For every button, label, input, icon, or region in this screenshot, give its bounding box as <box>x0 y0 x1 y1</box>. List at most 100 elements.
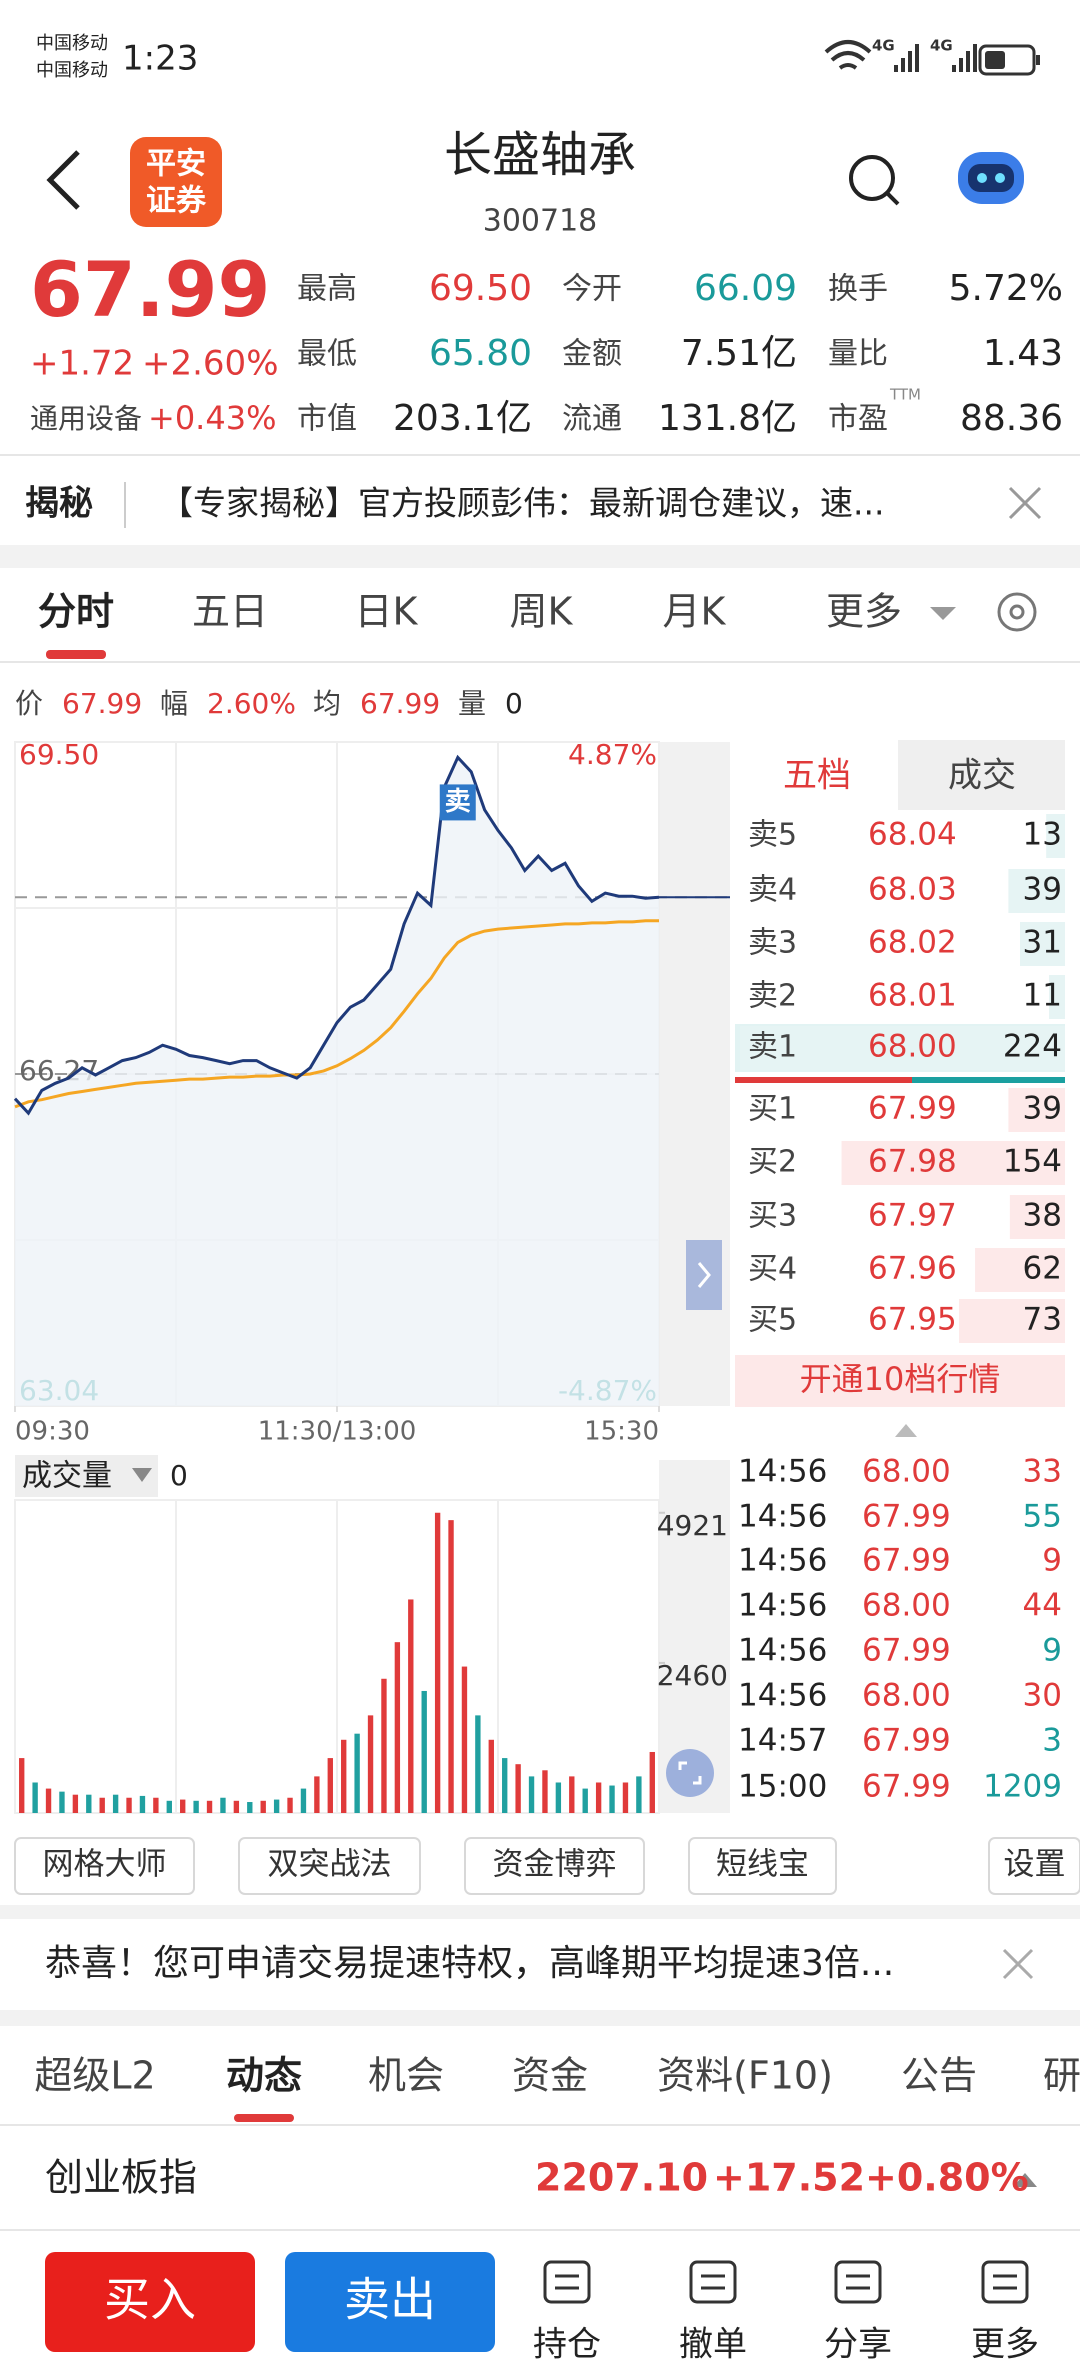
section-tab[interactable]: 公告 <box>901 2054 977 2098</box>
scroll-up-icon[interactable] <box>895 1424 917 1437</box>
robot-button[interactable] <box>958 152 1024 204</box>
section-tab[interactable]: 研 <box>1043 2054 1080 2098</box>
volume-bar <box>45 1788 52 1813</box>
tab-indicator <box>234 2114 294 2122</box>
network-type: 4G <box>872 37 895 55</box>
sell-label: 卖出 <box>344 2273 436 2327</box>
back-button[interactable] <box>46 150 80 210</box>
chart-tab[interactable]: 分时 <box>38 590 114 634</box>
info-label: 量 <box>458 687 486 720</box>
banner-text[interactable]: 【专家揭秘】官方投顾彭伟：最新调仓建议，速... <box>160 484 884 523</box>
trade-price: 68.00 <box>862 1588 951 1624</box>
info-value: 67.99 <box>62 687 142 720</box>
chart-tab[interactable]: 周K <box>510 590 574 634</box>
signal-bar <box>959 58 963 72</box>
order-volume: 13 <box>1023 817 1062 853</box>
info-label: 价 <box>15 687 43 720</box>
robot-eye <box>977 173 987 183</box>
volume-bar <box>622 1782 629 1813</box>
order-volume: 154 <box>1003 1144 1062 1180</box>
section-tab[interactable]: 超级L2 <box>34 2054 155 2098</box>
sell-button[interactable] <box>285 2252 495 2352</box>
volume-value: 0 <box>170 1459 188 1492</box>
volume-bar <box>32 1782 38 1813</box>
action-label[interactable]: 分享 <box>824 2325 892 2365</box>
action-icon-lines <box>993 2274 1017 2290</box>
signal-bar <box>908 51 912 72</box>
stat-value: 7.51亿 <box>681 333 797 374</box>
volume-bar <box>166 1800 172 1813</box>
expand-icon[interactable] <box>1013 2173 1037 2187</box>
action-label[interactable]: 撤单 <box>679 2325 747 2365</box>
volume-bar <box>636 1776 642 1813</box>
trade-price: 68.00 <box>862 1454 951 1490</box>
section-tab[interactable]: 机会 <box>368 2054 444 2098</box>
expand-panel-button[interactable] <box>686 1240 722 1310</box>
tool-button[interactable] <box>688 1837 837 1895</box>
tool-button[interactable] <box>238 1837 421 1895</box>
action-icon-lines <box>846 2274 870 2290</box>
volume-bar <box>139 1795 146 1813</box>
volume-bar <box>247 1802 253 1813</box>
order-price: 68.02 <box>868 925 957 961</box>
banner-close[interactable] <box>1008 486 1042 520</box>
section-tab[interactable]: 资料(F10) <box>657 2054 833 2098</box>
signal-bar <box>973 44 977 72</box>
trade-volume: 9 <box>1042 1543 1062 1579</box>
tool-button[interactable] <box>988 1837 1080 1895</box>
action-icon <box>834 2260 882 2304</box>
upgrade-button[interactable] <box>735 1355 1065 1407</box>
logo <box>130 137 222 227</box>
dropdown-icon <box>132 1468 152 1482</box>
volume-selector[interactable] <box>15 1455 158 1497</box>
chart-tab[interactable]: 月K <box>663 590 727 634</box>
trade-volume: 1209 <box>983 1769 1062 1805</box>
y2-tick-label: 4.87% <box>568 738 657 771</box>
action-label[interactable]: 持仓 <box>533 2325 601 2365</box>
tool-button[interactable] <box>464 1837 645 1895</box>
section-tab[interactable]: 动态 <box>226 2054 302 2098</box>
section-tab[interactable]: 资金 <box>512 2054 588 2098</box>
gear <box>997 592 1037 632</box>
trade-volume: 55 <box>1023 1499 1062 1535</box>
notice-text[interactable]: 恭喜！您可申请交易提速特权，高峰期平均提速3倍... <box>45 1943 894 1984</box>
settings-button[interactable] <box>997 592 1037 632</box>
stock-name: 长盛轴承 <box>444 127 636 183</box>
clock: 1:23 <box>122 39 198 79</box>
chart-tab[interactable]: 更多 <box>826 590 902 634</box>
trade-volume: 3 <box>1042 1723 1062 1759</box>
chart-tab[interactable]: 日K <box>355 590 419 634</box>
tool-button[interactable] <box>14 1837 195 1895</box>
fullscreen-button[interactable] <box>666 1749 714 1797</box>
info-label: 幅 <box>160 687 188 720</box>
order-tab[interactable]: 五档 <box>783 756 851 796</box>
chart-tab[interactable]: 五日 <box>192 590 268 634</box>
trade-time: 14:56 <box>738 1633 827 1669</box>
volume-bar <box>153 1797 159 1813</box>
volume-bar <box>300 1788 307 1813</box>
order-level: 买4 <box>748 1252 797 1287</box>
robot-face <box>968 164 1014 192</box>
volume-bar <box>595 1782 602 1813</box>
sector-name: 通用设备 <box>30 402 142 435</box>
volume-bar <box>421 1690 427 1813</box>
volume-depth-bar <box>1046 814 1065 858</box>
stat-value: 66.09 <box>694 268 797 309</box>
buy-button[interactable] <box>45 2252 255 2352</box>
volume-depth-bar <box>975 1248 1065 1292</box>
robot-eye <box>995 173 1005 183</box>
order-volume: 224 <box>1003 1029 1062 1065</box>
volume-bar <box>609 1785 615 1813</box>
trade-marker <box>439 784 476 821</box>
action-label[interactable]: 更多 <box>971 2325 1039 2365</box>
info-value: 2.60% <box>207 687 296 720</box>
order-price: 67.96 <box>868 1251 957 1287</box>
order-tab[interactable]: 成交 <box>948 756 1016 796</box>
notice-close[interactable] <box>1002 1948 1034 1980</box>
stat-label: 今开 <box>562 272 622 307</box>
stat-label: 最高 <box>297 272 357 307</box>
volume-depth-bar <box>1008 869 1065 913</box>
search-button[interactable] <box>849 155 895 201</box>
volume-bar <box>273 1799 280 1813</box>
